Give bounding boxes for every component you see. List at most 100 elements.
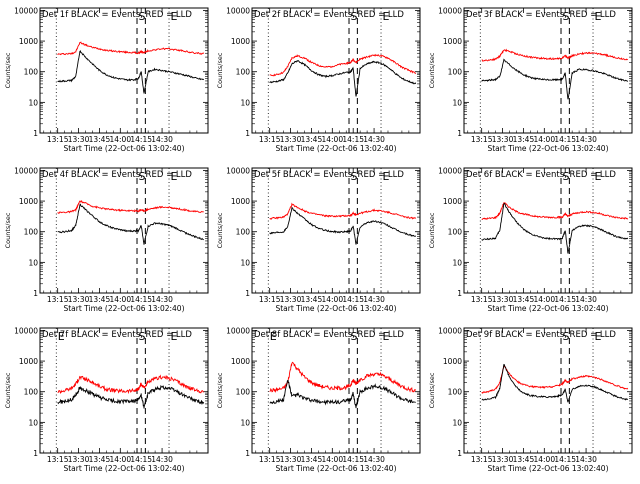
plot-title: Det 7f BLACK = Events, RED = LLD — [42, 330, 192, 340]
x-tick-label: 14:30 — [363, 295, 385, 304]
series-lld-line — [269, 53, 417, 77]
panel-5: Det 5f BLACK = Events, RED = LLD Counts/s… — [216, 166, 421, 313]
x-tick-label: 14:00 — [321, 455, 343, 464]
x-tick-label: 13:45 — [513, 455, 535, 464]
x-tick-label: 14:15 — [554, 295, 576, 304]
marker-label: S — [351, 330, 358, 343]
panel-2: Det 2f BLACK = Events, RED = LLD Counts/s… — [216, 6, 421, 153]
y-tick-label: 1 — [33, 449, 38, 458]
x-tick-label: 14:30 — [151, 455, 173, 464]
x-tick-label: 13:45 — [513, 295, 535, 304]
plot-frame — [463, 327, 633, 454]
series-lld-line — [57, 374, 204, 395]
series-events-line — [269, 206, 417, 245]
x-tick-label: 13:45 — [89, 135, 111, 144]
x-tick-label: 13:15 — [259, 135, 281, 144]
x-tick-label: 14:15 — [130, 135, 152, 144]
series-lld-line — [481, 48, 628, 62]
x-tick-label: 14:15 — [130, 455, 152, 464]
y-tick-label: 100 — [24, 68, 39, 77]
y-tick-label: 1 — [33, 289, 38, 298]
y-axis-label: Counts/sec — [216, 52, 224, 88]
plot-title: Det 5f BLACK = Events, RED = LLD — [254, 170, 404, 180]
x-tick-label: 14:15 — [342, 455, 364, 464]
panel-4: Det 4f BLACK = Events, RED = LLD Counts/s… — [4, 166, 209, 313]
y-tick-label: 1000 — [19, 357, 38, 366]
y-tick-label: 10000 — [226, 326, 250, 335]
y-tick-label: 100 — [236, 68, 251, 77]
x-tick-label: 13:30 — [68, 135, 90, 144]
x-tick-label: 13:15 — [47, 455, 69, 464]
series-lld-line — [481, 365, 629, 394]
marker-label: S — [351, 170, 358, 183]
y-tick-label: 10000 — [438, 6, 462, 15]
marker-label: E — [270, 330, 277, 343]
x-axis-label: Start Time (22-Oct-06 13:02:40) — [63, 304, 184, 313]
x-tick-label: 13:30 — [492, 455, 514, 464]
plot-title: Det 3f BLACK = Events, RED = LLD — [466, 10, 616, 20]
x-tick-label: 14:00 — [533, 455, 555, 464]
x-tick-label: 14:00 — [109, 455, 131, 464]
y-tick-label: 1 — [457, 289, 462, 298]
x-tick-label: 14:15 — [342, 135, 364, 144]
plot-title: Det 1f BLACK = Events, RED = LLD — [42, 10, 192, 20]
plot-title: Det 6f BLACK = Events, RED = LLD — [466, 170, 616, 180]
y-tick-label: 100 — [24, 388, 39, 397]
x-axis-label: Start Time (22-Oct-06 13:02:40) — [487, 144, 608, 153]
plot-title: Det 4f BLACK = Events, RED = LLD — [42, 170, 192, 180]
marker-label: E — [171, 330, 178, 343]
series-events-line — [57, 50, 205, 95]
plot-frame — [251, 7, 421, 134]
y-tick-label: 100 — [448, 388, 463, 397]
marker-label: E — [383, 170, 390, 183]
x-tick-label: 13:45 — [89, 455, 111, 464]
x-tick-label: 13:45 — [301, 455, 323, 464]
y-tick-label: 10 — [240, 98, 250, 107]
x-tick-label: 13:30 — [280, 295, 302, 304]
panel-7: Det 7f BLACK = Events, RED = LLD Counts/s… — [4, 326, 209, 473]
x-tick-label: 13:45 — [513, 135, 535, 144]
y-tick-label: 100 — [236, 388, 251, 397]
y-tick-label: 1 — [245, 129, 250, 138]
x-tick-label: 14:30 — [575, 135, 597, 144]
x-tick-label: 13:30 — [280, 455, 302, 464]
y-tick-label: 1000 — [231, 37, 250, 46]
x-axis-label: Start Time (22-Oct-06 13:02:40) — [487, 464, 608, 473]
y-tick-label: 1000 — [443, 37, 462, 46]
marker-label: S — [563, 330, 570, 343]
y-tick-label: 100 — [24, 228, 39, 237]
y-tick-label: 10000 — [438, 166, 462, 175]
y-tick-label: 100 — [448, 68, 463, 77]
y-tick-label: 1000 — [231, 197, 250, 206]
x-axis-label: Start Time (22-Oct-06 13:02:40) — [487, 304, 608, 313]
x-tick-label: 13:45 — [301, 135, 323, 144]
y-tick-label: 10000 — [226, 166, 250, 175]
x-tick-label: 13:15 — [47, 135, 69, 144]
marker-label: E — [595, 10, 602, 23]
panel-3: Det 3f BLACK = Events, RED = LLD Counts/s… — [428, 6, 633, 153]
panel-1: Det 1f BLACK = Events, RED = LLD Counts/s… — [4, 6, 209, 153]
plot-frame — [251, 167, 421, 294]
x-axis-label: Start Time (22-Oct-06 13:02:40) — [275, 304, 396, 313]
y-axis-label: Counts/sec — [428, 52, 436, 88]
y-axis-label: Counts/sec — [428, 372, 436, 408]
x-tick-label: 13:15 — [471, 295, 493, 304]
y-tick-label: 100 — [448, 228, 463, 237]
x-tick-label: 14:30 — [151, 135, 173, 144]
marker-label: E — [171, 170, 178, 183]
x-tick-label: 14:00 — [109, 295, 131, 304]
x-tick-label: 13:15 — [259, 295, 281, 304]
y-tick-label: 10 — [240, 418, 250, 427]
y-tick-label: 1000 — [443, 357, 462, 366]
x-axis-label: Start Time (22-Oct-06 13:02:40) — [63, 144, 184, 153]
y-tick-label: 1 — [457, 449, 462, 458]
marker-label: S — [139, 170, 146, 183]
series-events-line — [57, 384, 205, 409]
marker-label: E — [58, 330, 65, 343]
x-tick-label: 14:15 — [554, 455, 576, 464]
y-tick-label: 1000 — [19, 197, 38, 206]
x-tick-label: 14:30 — [363, 135, 385, 144]
plot-frame — [463, 7, 633, 134]
y-axis-label: Counts/sec — [216, 212, 224, 248]
series-lld-line — [57, 200, 204, 214]
